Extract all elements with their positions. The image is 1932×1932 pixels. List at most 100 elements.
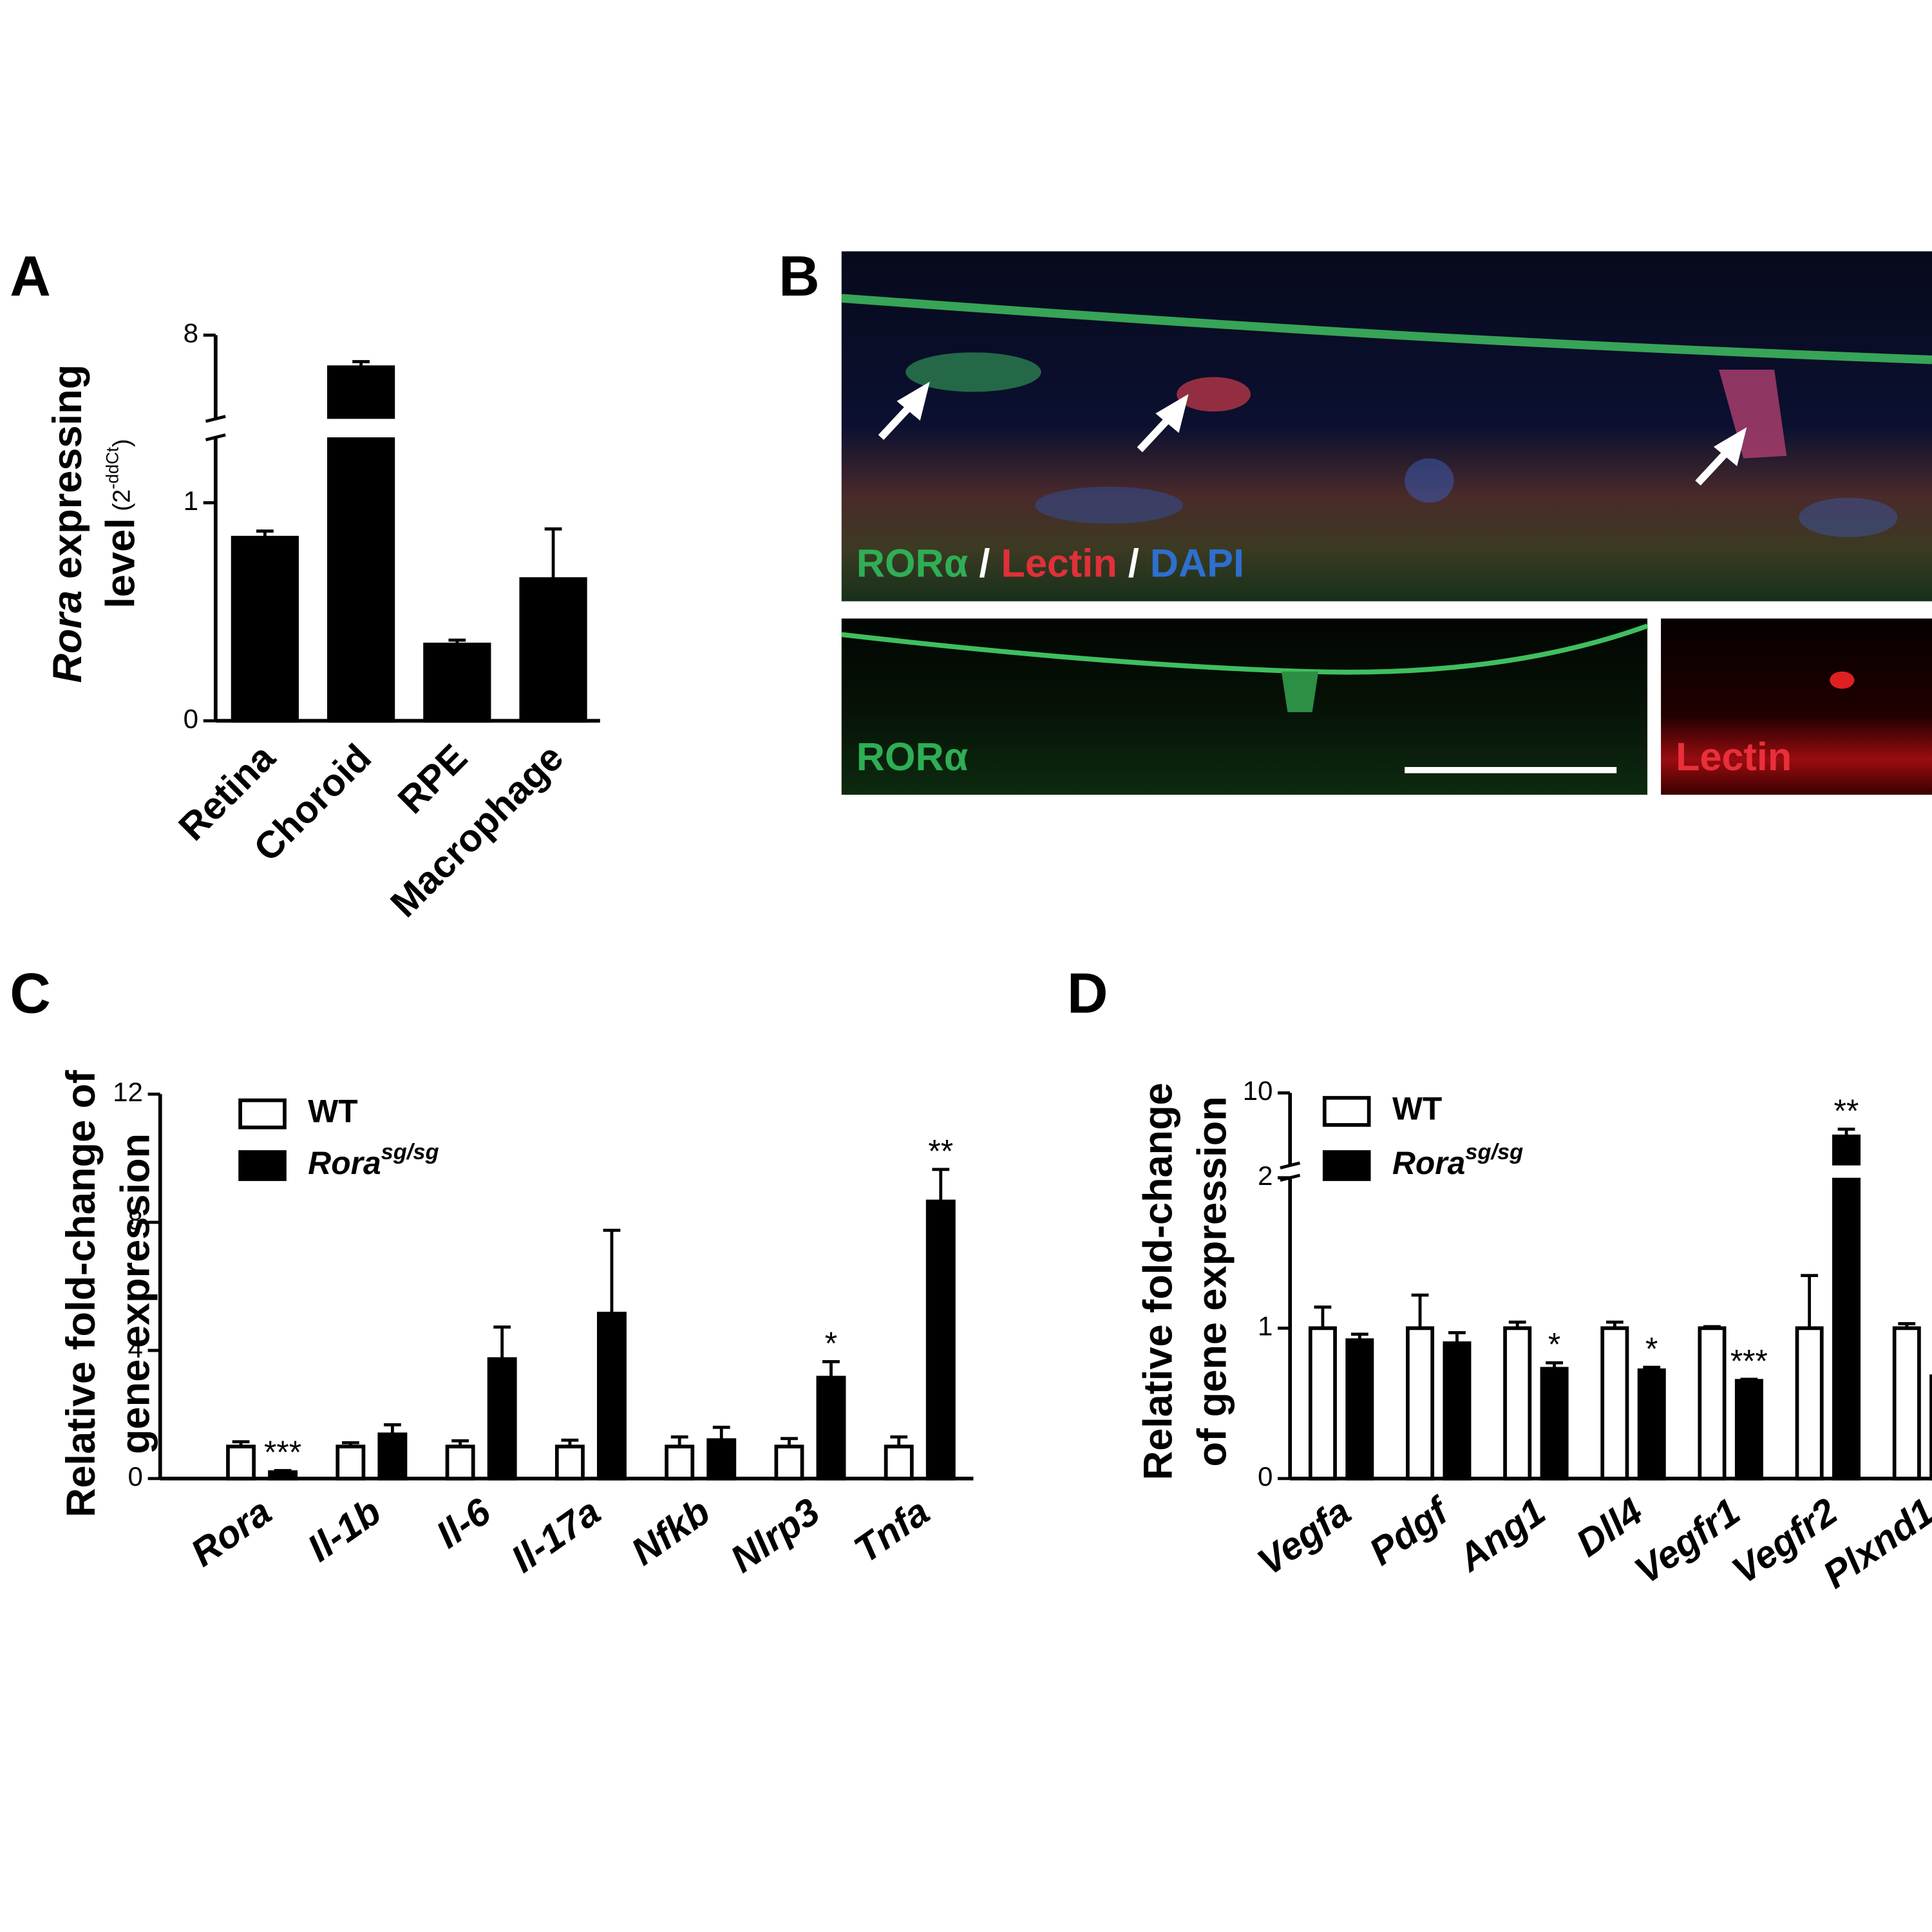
bar [554,1444,585,1481]
bar [1698,1326,1727,1481]
x-tick-label: Plxnd1 [1815,1490,1932,1596]
bar [226,1444,256,1481]
panel-letter: A [10,244,51,308]
y-tick-label: 0 [1258,1461,1273,1492]
bar [1734,1379,1763,1481]
y-tick-label: 8 [128,1205,143,1235]
legend-label-part: Rora [1392,1145,1465,1181]
x-tick-label: Ang1 [1449,1490,1553,1580]
significance-mark: *** [264,1434,301,1470]
legend-label: WT [1392,1091,1442,1127]
significance-mark: * [1548,1327,1560,1363]
bar [487,1357,517,1481]
x-tick-label: Nfkb [623,1490,717,1573]
x-tick-label: Tnfa [846,1490,937,1571]
axis-break-mark [205,415,226,423]
legend-swatch [238,1098,287,1130]
micrograph-green: RORα [841,618,1649,795]
bar [1345,1338,1374,1481]
axis-break-gap [218,419,603,438]
bar [1308,1326,1337,1481]
bar [1637,1368,1666,1481]
y-axis-title-part: -ddCt [102,447,122,489]
y-tick-label: 12 [113,1077,143,1107]
x-tick-label: Il-17a [503,1490,608,1581]
y-tick-label: 10 [1243,1075,1273,1106]
bar [231,535,299,723]
bar [445,1444,475,1481]
legend-label-part: Rora [308,1145,381,1181]
bar [596,1311,627,1481]
legend-label-part: WT [308,1094,357,1130]
significance-mark: ** [928,1133,953,1169]
panel-letter: B [779,244,820,308]
legend-label: WT [308,1094,357,1130]
y-axis-title-part: (2 [108,489,135,518]
panel-letter: C [10,961,51,1025]
significance-mark: *** [1730,1343,1768,1379]
bar [1600,1326,1629,1481]
y-axis-title-part: Relative fold-change of [59,1070,104,1517]
bar [816,1376,846,1481]
x-tick-label: Il-1b [299,1490,388,1570]
y-axis-title: Relative fold-change of [59,1070,104,1517]
bar [1443,1341,1472,1481]
y-tick-label: 4 [128,1333,143,1363]
legend-label-part: WT [1392,1091,1442,1127]
bar [336,1444,366,1481]
micrograph-red: Lectin [1661,618,1932,795]
y-axis-title-part: expressing [45,365,90,591]
significance-mark: ** [1834,1093,1859,1129]
y-axis-title-part: level [98,518,143,608]
axis-break-mark [1280,1161,1301,1170]
x-tick-label: Vegfa [1249,1490,1358,1584]
legend-swatch [238,1150,287,1181]
y-axis-title-part: of gene expression [1189,1096,1235,1466]
bar [519,577,587,723]
y-axis-title-part: gene expression [113,1133,158,1454]
x-tick-label: Nlrp3 [723,1490,828,1581]
bar [1892,1326,1921,1481]
bar [423,642,491,723]
panel-letter: D [1067,961,1108,1025]
legend-label-sup: sg/sg [1465,1140,1523,1164]
stain-label-part: RORα [857,541,969,585]
y-axis-title: Rora expressing [45,365,90,683]
legend-swatch [1322,1150,1371,1181]
x-tick-label: Rora [183,1490,279,1575]
y-tick-label: 8 [184,318,198,348]
legend-label-sup: sg/sg [381,1140,439,1164]
bar [1503,1326,1532,1481]
significance-mark: * [1645,1331,1658,1367]
bar [1795,1326,1824,1481]
bar [925,1199,956,1481]
legend-label: Rorasg/sg [308,1140,439,1181]
stain-label: Lectin [1676,735,1792,779]
y-tick-label: 1 [1258,1311,1273,1341]
stain-label-part: / [1117,541,1150,585]
bar [1406,1326,1435,1481]
legend-label: Rorasg/sg [1392,1140,1523,1181]
axis-break-mark [1280,1173,1301,1182]
bar [884,1444,914,1481]
bar [377,1432,408,1481]
micrograph-merge: RORα / Lectin / DAPI [841,251,1932,601]
stain-label-part: / [968,541,1001,585]
significance-mark: * [825,1325,837,1361]
stain-label: RORα / Lectin / DAPI [857,541,1244,585]
y-tick-label: 1 [184,486,198,516]
x-tick-label: Vegfr1 [1627,1490,1748,1592]
x-tick-label: RPE [390,735,476,822]
bar [774,1444,804,1481]
x-tick-label: Il-6 [428,1489,498,1557]
y-tick-label: 0 [128,1461,143,1492]
bar [706,1438,737,1481]
stain-label-part: DAPI [1150,541,1244,585]
axis-break-gap [1293,1165,1932,1178]
y-axis-title: of gene expression [1189,1096,1235,1466]
y-axis-title-part: Rora [45,591,90,683]
y-axis-title: gene expression [113,1133,158,1454]
bar [665,1444,695,1481]
